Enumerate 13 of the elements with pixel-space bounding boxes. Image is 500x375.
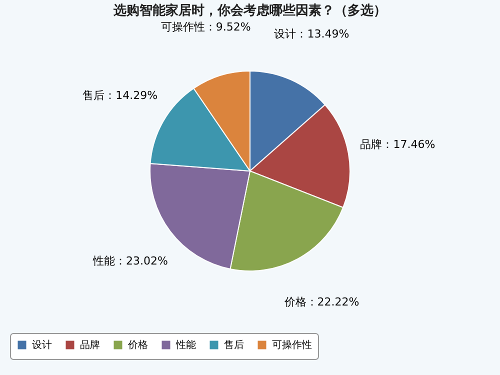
data-label: 设计：13.49%: [274, 27, 350, 40]
legend-label: 售后: [224, 339, 244, 351]
data-label: 可操作性：9.52%: [160, 20, 251, 34]
legend-label: 品牌: [80, 339, 100, 351]
chart-title: 选购智能家居时，你会考虑哪些因素？（多选）: [112, 2, 386, 19]
data-label: 售后：14.29%: [82, 88, 158, 102]
legend-label: 性能: [175, 339, 196, 351]
legend-label: 设计: [32, 339, 52, 351]
data-label: 价格：22.22%: [283, 296, 360, 309]
data-label: 性能：23.02%: [92, 254, 168, 268]
legend-label: 价格: [127, 339, 148, 351]
data-label: 品牌：17.46%: [360, 138, 436, 151]
legend-label: 可操作性: [272, 339, 312, 351]
